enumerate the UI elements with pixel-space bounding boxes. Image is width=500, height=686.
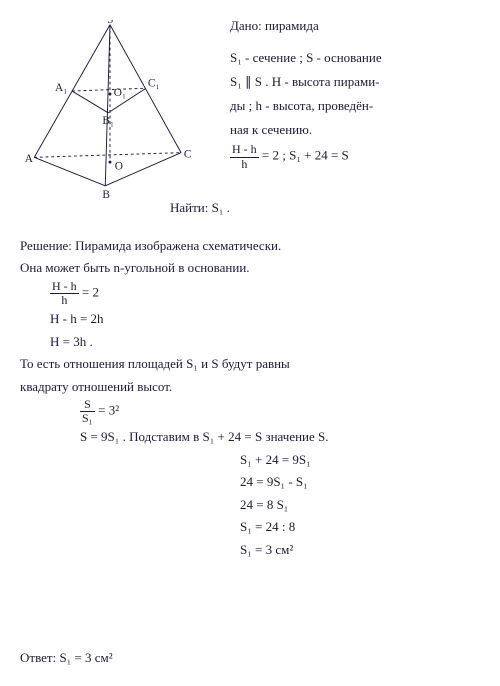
solution-line: 24 = 9S₁ - S₁ bbox=[20, 471, 480, 492]
vertex-c1-label: C₁ bbox=[148, 77, 160, 89]
vertex-c-label: C bbox=[184, 148, 192, 160]
pyramid-diagram: S A B C O A₁ B₁ C₁ O₁ bbox=[20, 20, 200, 200]
given-equation: H - hh = 2 ; S₁ + 24 = S bbox=[230, 143, 490, 170]
solution-line: H - h = 2h bbox=[20, 308, 480, 329]
given-section: Дано: пирамида S₁ - сечение ; S - основа… bbox=[230, 15, 490, 173]
solution-section: Решение: Пирамида изображена схематическ… bbox=[20, 235, 480, 561]
vertex-a-label: A bbox=[25, 153, 34, 165]
solution-line: S₁ = 3 см² bbox=[20, 539, 480, 560]
solution-line: 24 = 8 S₁ bbox=[20, 494, 480, 515]
vertex-s-label: S bbox=[107, 20, 113, 26]
given-line: ды ; h - высота, проведён- bbox=[230, 95, 490, 117]
solution-line: То есть отношения площадей S₁ и S будут … bbox=[20, 353, 480, 374]
given-title: Дано: пирамида bbox=[230, 15, 490, 37]
solution-line: S₁ = 24 : 8 bbox=[20, 516, 480, 537]
solution-line: Она может быть n-угольной в основании. bbox=[20, 257, 480, 278]
center-o1-label: O₁ bbox=[114, 87, 126, 99]
solution-line: квадрату отношений высот. bbox=[20, 376, 480, 397]
solution-equation: H - hh = 2 bbox=[20, 280, 480, 307]
vertex-b1-label: B₁ bbox=[102, 115, 114, 127]
answer-line: Ответ: S₁ = 3 см² bbox=[20, 650, 113, 666]
solution-equation: SS₁ = 3² bbox=[20, 398, 480, 425]
solution-line: Решение: Пирамида изображена схематическ… bbox=[20, 235, 480, 256]
solution-line: S = 9S₁ . Подставим в S₁ + 24 = S значен… bbox=[20, 426, 480, 447]
vertex-a1-label: A₁ bbox=[55, 82, 67, 94]
find-line: Найти: S₁ . bbox=[170, 200, 230, 216]
given-line: S₁ - сечение ; S - основание bbox=[230, 47, 490, 69]
solution-line: H = 3h . bbox=[20, 331, 480, 352]
given-line: S₁ ∥ S . H - высота пирами- bbox=[230, 71, 490, 93]
solution-line: S₁ + 24 = 9S₁ bbox=[20, 449, 480, 470]
center-o-label: O bbox=[115, 161, 123, 173]
given-line: ная к сечению. bbox=[230, 119, 490, 141]
vertex-b-label: B bbox=[102, 189, 110, 200]
